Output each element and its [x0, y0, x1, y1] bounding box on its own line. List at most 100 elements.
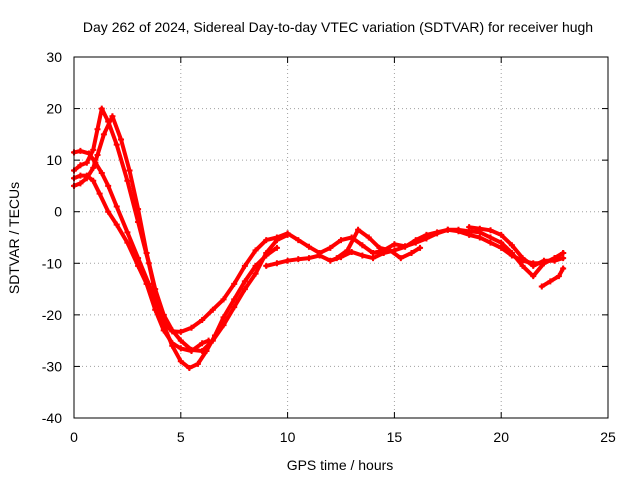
data-point	[348, 248, 355, 255]
data-point	[466, 224, 473, 231]
data-point	[83, 172, 90, 179]
data-point	[391, 241, 398, 248]
data-point	[177, 345, 184, 352]
data-point	[263, 262, 270, 269]
data-point	[538, 283, 545, 290]
data-point	[231, 304, 238, 311]
data-point	[338, 237, 344, 244]
data-point	[327, 257, 334, 264]
data-point	[333, 255, 340, 262]
data-point	[220, 296, 227, 303]
x-tick-label: 25	[600, 429, 616, 445]
data-point	[77, 172, 84, 179]
data-point	[177, 337, 184, 344]
series-day-7	[466, 224, 567, 269]
data-point	[252, 262, 259, 269]
grid	[74, 57, 608, 418]
data-point	[231, 280, 238, 287]
series-line	[539, 266, 566, 289]
data-point	[508, 249, 515, 256]
data-point	[252, 270, 259, 277]
data-point	[143, 280, 150, 287]
data-point	[487, 234, 494, 241]
data-point	[90, 164, 97, 171]
data-point	[94, 151, 101, 158]
y-tick-label: 0	[54, 204, 62, 220]
data-point	[90, 146, 97, 153]
data-point	[444, 226, 451, 233]
data-point	[519, 255, 526, 262]
data-point	[241, 278, 248, 285]
data-point	[508, 242, 515, 249]
data-point	[370, 255, 377, 262]
data-point	[135, 219, 142, 226]
x-tick-label: 15	[387, 429, 403, 445]
data-point	[423, 231, 430, 238]
data-point	[186, 364, 193, 371]
data-point	[359, 252, 366, 259]
data-point	[160, 327, 167, 334]
data-point	[519, 262, 526, 269]
data-point	[113, 203, 120, 210]
data-point	[188, 324, 195, 331]
data-point	[177, 358, 184, 365]
data-point	[498, 231, 505, 238]
y-tick-label: 10	[46, 152, 62, 168]
data-point	[231, 296, 238, 303]
series-group	[71, 105, 567, 371]
y-tick-label: -20	[42, 307, 62, 323]
data-point	[498, 244, 505, 251]
data-point	[359, 242, 366, 249]
data-point	[560, 265, 567, 272]
data-point	[241, 286, 248, 293]
data-point	[551, 257, 558, 264]
data-point	[455, 226, 462, 233]
data-point	[152, 306, 159, 313]
data-point	[487, 239, 494, 246]
data-point	[113, 141, 120, 148]
data-point	[273, 237, 280, 244]
data-point	[105, 118, 112, 125]
chart-title: Day 262 of 2024, Sidereal Day-to-day VTE…	[83, 19, 593, 35]
data-point	[188, 347, 195, 354]
data-point	[365, 234, 372, 241]
data-point	[284, 257, 291, 264]
data-point	[263, 252, 270, 259]
data-point	[199, 340, 206, 347]
data-point	[295, 237, 302, 244]
data-point	[96, 190, 103, 197]
data-point	[412, 237, 419, 244]
data-point	[105, 182, 112, 189]
data-point	[205, 337, 212, 344]
data-point	[77, 147, 84, 154]
data-point	[252, 247, 259, 254]
data-point	[555, 273, 562, 280]
y-tick-label: -40	[42, 410, 62, 426]
y-tick-label: -10	[42, 255, 62, 271]
data-point	[90, 177, 97, 184]
data-point	[476, 225, 483, 232]
data-point	[417, 244, 424, 251]
x-tick-label: 0	[70, 429, 78, 445]
axis-ticks: 0 5 10 15 20 25 -40 -30 -20 -10 0 10 20 30	[42, 49, 616, 445]
data-point	[135, 262, 142, 269]
data-point	[387, 247, 394, 254]
data-point	[560, 249, 567, 256]
series-day-6	[333, 226, 424, 262]
data-point	[177, 328, 184, 335]
data-point	[487, 227, 494, 234]
data-point	[98, 105, 105, 112]
data-point	[124, 177, 131, 184]
data-point	[117, 136, 124, 143]
data-point	[169, 340, 176, 347]
data-point	[547, 278, 554, 285]
data-point	[305, 255, 312, 262]
data-point	[209, 306, 216, 313]
data-point	[220, 314, 227, 321]
x-axis-label: GPS time / hours	[287, 457, 394, 473]
data-point	[402, 243, 409, 250]
data-point	[100, 131, 107, 138]
data-point	[126, 167, 133, 174]
data-point	[476, 234, 483, 241]
